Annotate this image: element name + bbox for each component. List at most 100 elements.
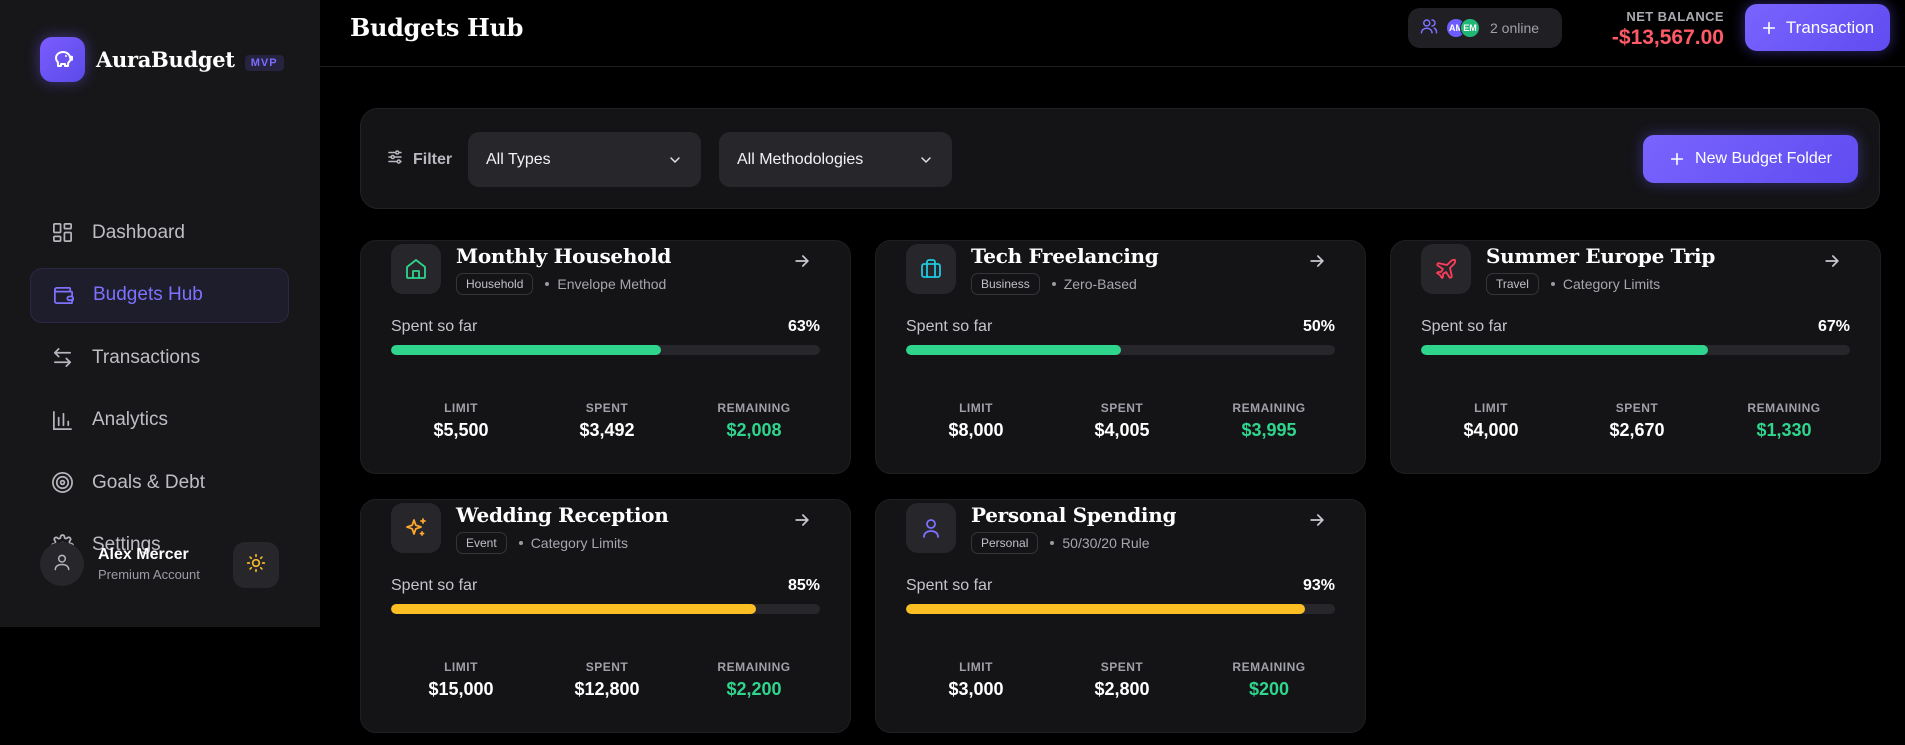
mvp-badge: MVP — [244, 54, 284, 71]
remaining-label: REMAINING — [1232, 401, 1306, 415]
spent-value: $3,492 — [579, 420, 635, 440]
progress-fill — [1421, 345, 1709, 355]
user-plan: Premium Account — [98, 567, 200, 582]
category-tag: Travel — [1486, 273, 1539, 295]
sidebar: AuraBudget MVP Dashboard Budgets Hub Tra… — [0, 0, 320, 627]
briefcase-icon — [906, 244, 956, 294]
sidebar-item-budgets-hub[interactable]: Budgets Hub — [30, 267, 289, 323]
spent-value: $2,670 — [1609, 420, 1665, 440]
dashboard-grid-icon — [50, 221, 74, 245]
remaining-label: REMAINING — [717, 660, 791, 674]
sidebar-item-label: Goals & Debt — [92, 471, 205, 493]
budget-card-tech-freelancing[interactable]: Tech Freelancing Business Zero-Based Spe… — [875, 240, 1366, 474]
home-icon — [391, 244, 441, 294]
remaining-value: $200 — [1248, 679, 1290, 699]
target-icon — [50, 471, 74, 495]
user-profile[interactable]: Alex Mercer Premium Account — [40, 542, 280, 588]
bar-chart-icon — [50, 408, 74, 432]
progress-fill — [391, 604, 756, 614]
filter-bar: Filter All Types All Methodologies New B… — [360, 108, 1880, 209]
methodology-select[interactable]: All Methodologies — [719, 132, 952, 187]
arrows-swap-icon — [50, 346, 74, 370]
budget-card-wedding-reception[interactable]: Wedding Reception Event Category Limits … — [360, 499, 851, 733]
spent-value: $12,800 — [574, 679, 640, 699]
budget-card-monthly-household[interactable]: Monthly Household Household Envelope Met… — [360, 240, 851, 474]
sliders-icon — [386, 148, 404, 171]
add-transaction-button[interactable]: Transaction — [1745, 4, 1890, 51]
progress-fill — [391, 345, 662, 355]
button-label: Transaction — [1785, 17, 1875, 37]
type-select[interactable]: All Types — [468, 132, 701, 187]
limit-label: LIMIT — [959, 401, 993, 415]
remaining-label: REMAINING — [1232, 660, 1306, 674]
sidebar-item-goals-debt[interactable]: Goals & Debt — [30, 455, 289, 510]
net-balance-label: NET BALANCE — [1626, 9, 1724, 24]
user-icon — [906, 503, 956, 553]
arrow-right-icon[interactable] — [1307, 510, 1329, 532]
spent-label: Spent so far — [906, 318, 993, 335]
filter-button[interactable]: Filter — [386, 148, 452, 171]
plane-icon — [1421, 244, 1471, 294]
spent-label: Spent so far — [391, 318, 478, 335]
sparkles-icon — [391, 503, 441, 553]
avatar: EM — [1460, 18, 1480, 38]
arrow-right-icon[interactable] — [1822, 251, 1844, 273]
brand[interactable]: AuraBudget MVP — [40, 37, 284, 82]
users-icon — [1420, 17, 1438, 40]
progress-bar — [391, 604, 820, 614]
separator-dot — [1051, 282, 1056, 286]
filter-label: Filter — [413, 150, 453, 168]
progress-bar — [1421, 345, 1850, 355]
remaining-value: $2,008 — [726, 420, 782, 440]
methodology-text: Category Limits — [1562, 276, 1661, 292]
sidebar-item-label: Dashboard — [92, 221, 185, 243]
methodology-text: 50/30/20 Rule — [1062, 535, 1150, 551]
limit-value: $3,000 — [948, 679, 1004, 699]
sidebar-item-analytics[interactable]: Analytics — [30, 393, 289, 448]
budget-title: Tech Freelancing — [971, 244, 1159, 268]
top-header: Budgets Hub AM EM 2 online NET BALANCE -… — [320, 0, 1905, 67]
spent-value: $2,800 — [1094, 679, 1150, 699]
separator-dot — [1050, 541, 1055, 545]
sidebar-item-transactions[interactable]: Transactions — [30, 330, 289, 385]
spent-percent: 67% — [1817, 318, 1850, 335]
limit-label: LIMIT — [444, 401, 478, 415]
new-budget-folder-button[interactable]: New Budget Folder — [1643, 135, 1858, 183]
piggy-bank-icon — [40, 37, 85, 82]
budget-title: Personal Spending — [971, 503, 1177, 527]
progress-fill — [906, 345, 1121, 355]
separator-dot — [518, 541, 523, 545]
progress-bar — [391, 345, 820, 355]
spent-label: Spent so far — [1421, 318, 1508, 335]
methodology-text: Zero-Based — [1063, 276, 1137, 292]
remaining-value: $3,995 — [1241, 420, 1297, 440]
online-count: 2 online — [1490, 20, 1540, 36]
spent-stat-label: SPENT — [1100, 660, 1144, 674]
plus-icon — [1669, 151, 1685, 167]
arrow-right-icon[interactable] — [792, 251, 814, 273]
spent-stat-label: SPENT — [1100, 401, 1144, 415]
user-icon — [52, 552, 72, 577]
spent-stat-label: SPENT — [585, 401, 629, 415]
wallet-icon — [51, 283, 75, 307]
budget-title: Monthly Household — [456, 244, 672, 268]
category-tag: Personal — [971, 532, 1039, 554]
budget-card-personal-spending[interactable]: Personal Spending Personal 50/30/20 Rule… — [875, 499, 1366, 733]
spent-percent: 50% — [1302, 318, 1335, 335]
spent-value: $4,005 — [1094, 420, 1150, 440]
theme-toggle-button[interactable] — [233, 542, 279, 588]
category-tag: Event — [456, 532, 507, 554]
arrow-right-icon[interactable] — [792, 510, 814, 532]
app-name: AuraBudget — [96, 47, 235, 72]
spent-label: Spent so far — [906, 577, 993, 594]
sun-icon — [246, 553, 266, 578]
sidebar-item-dashboard[interactable]: Dashboard — [30, 205, 289, 260]
budget-title: Wedding Reception — [456, 503, 669, 527]
methodology-text: Envelope Method — [557, 276, 667, 292]
budget-card-summer-europe-trip[interactable]: Summer Europe Trip Travel Category Limit… — [1390, 240, 1881, 474]
user-name: Alex Mercer — [98, 546, 189, 563]
online-users-pill[interactable]: AM EM 2 online — [1408, 8, 1562, 48]
arrow-right-icon[interactable] — [1307, 251, 1329, 273]
spent-stat-label: SPENT — [1615, 401, 1659, 415]
methodology-select-value: All Methodologies — [737, 150, 864, 168]
